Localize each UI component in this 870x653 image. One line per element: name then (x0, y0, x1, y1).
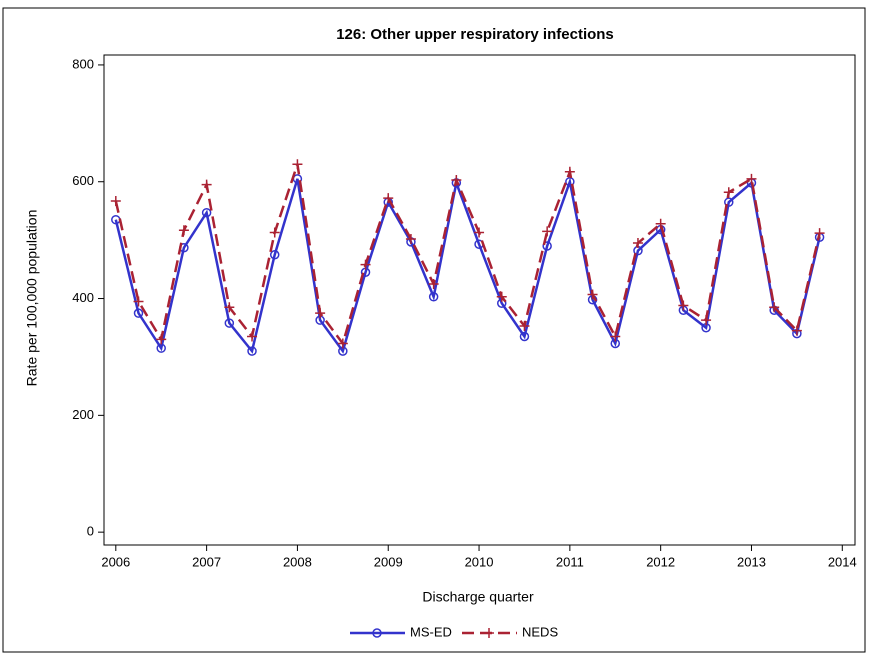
point (405, 233, 416, 244)
point (201, 207, 212, 218)
point (247, 346, 257, 356)
point (360, 259, 371, 270)
point (451, 174, 462, 185)
x-tick-label: 2006 (101, 554, 130, 569)
point (519, 331, 530, 342)
point (769, 302, 780, 313)
x-tick-label: 2010 (465, 554, 494, 569)
series-line (114, 176, 821, 354)
legend-label: NEDS (522, 624, 558, 639)
point (269, 227, 280, 238)
y-tick-label: 400 (72, 290, 94, 305)
point (428, 292, 439, 302)
point (201, 179, 212, 190)
point (701, 315, 712, 326)
point (723, 187, 734, 198)
point (247, 331, 258, 342)
x-tick-label: 2007 (192, 554, 221, 569)
point (474, 227, 485, 238)
point (632, 238, 643, 249)
point (156, 334, 167, 345)
y-tick-label: 200 (72, 407, 94, 422)
point (133, 308, 144, 318)
point (564, 166, 575, 177)
y-tick-label: 800 (72, 56, 94, 71)
point (814, 228, 825, 239)
point (610, 331, 621, 342)
point (178, 225, 189, 236)
plot-frame (103, 54, 856, 546)
x-tick-label: 2009 (374, 554, 403, 569)
point (133, 296, 144, 307)
point (519, 320, 530, 331)
outer-frame (2, 7, 866, 653)
point (542, 241, 552, 251)
x-tick-label: 2013 (737, 554, 766, 569)
point (383, 193, 394, 204)
y-tick-label: 600 (72, 173, 94, 188)
x-tick-label: 2011 (556, 554, 584, 569)
point (655, 218, 666, 229)
point (292, 159, 303, 170)
chart-title: 126: Other upper respiratory infections (336, 26, 614, 43)
point (678, 300, 689, 311)
legend-marker (372, 628, 382, 638)
y-tick-label: 0 (87, 524, 94, 539)
y-axis-label: Rate per 100,000 population (24, 210, 40, 387)
point (587, 289, 598, 300)
point (542, 226, 553, 237)
legend-label: MS-ED (410, 624, 452, 639)
series-line (114, 163, 821, 347)
point (224, 302, 235, 313)
x-tick-label: 2012 (646, 554, 675, 569)
x-axis-label: Discharge quarter (422, 589, 534, 605)
point (496, 291, 507, 302)
point (791, 325, 802, 336)
point (315, 308, 326, 319)
legend-marker (484, 628, 494, 638)
point (337, 338, 348, 349)
point (224, 318, 235, 328)
point (428, 278, 439, 289)
point (746, 173, 757, 184)
x-tick-label: 2014 (828, 554, 857, 569)
point (269, 249, 280, 260)
x-tick-label: 2008 (283, 554, 312, 569)
point (110, 196, 121, 207)
